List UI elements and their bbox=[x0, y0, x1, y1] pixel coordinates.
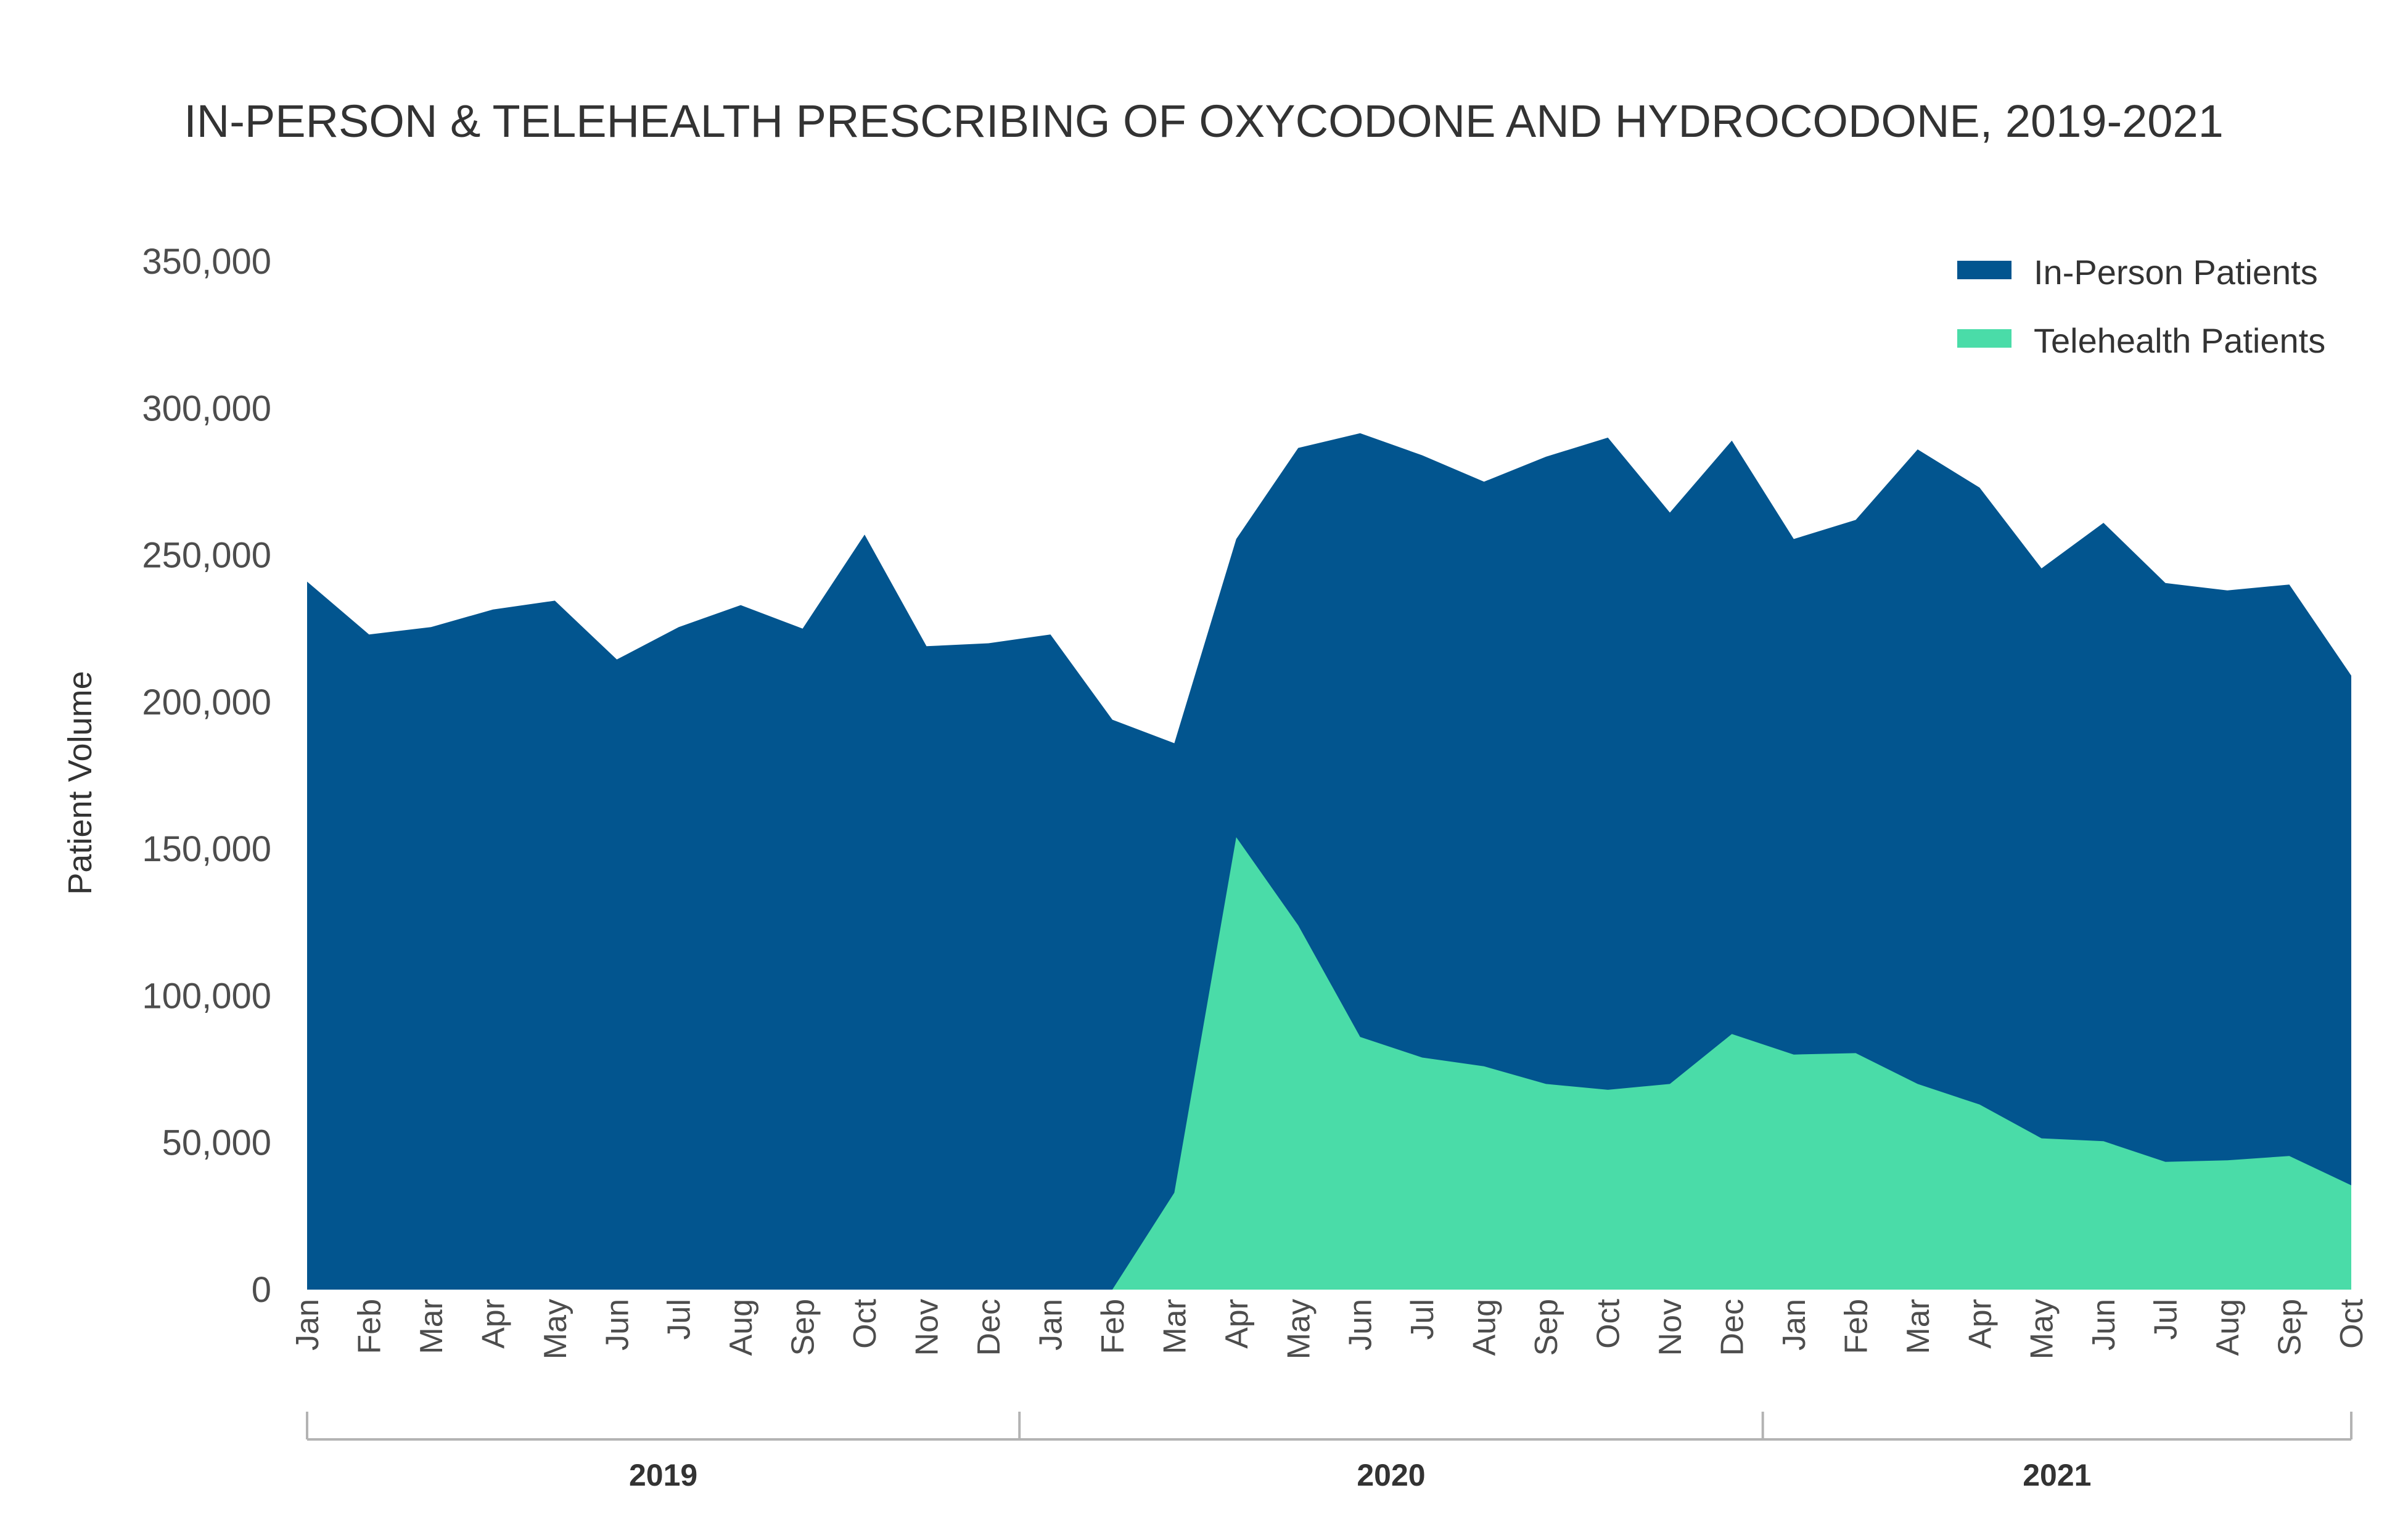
legend-swatch-in-person bbox=[1957, 261, 2011, 279]
legend-label-in-person: In-Person Patients bbox=[2034, 253, 2318, 292]
year-label-2020: 2020 bbox=[1357, 1458, 1425, 1492]
x-tick-label: May bbox=[1281, 1299, 1317, 1359]
x-tick-label: Jun bbox=[1343, 1299, 1379, 1351]
x-tick-label: Mar bbox=[1901, 1299, 1936, 1354]
x-tick-label: Nov bbox=[1653, 1299, 1688, 1356]
x-tick-label: Apr bbox=[1962, 1299, 1998, 1349]
x-tick-label: Mar bbox=[414, 1299, 450, 1354]
y-tick-label: 300,000 bbox=[142, 388, 271, 428]
x-tick-label: Dec bbox=[971, 1299, 1007, 1356]
x-tick-label: Apr bbox=[1219, 1299, 1255, 1349]
y-tick-label: 0 bbox=[252, 1270, 271, 1310]
y-tick-label: 150,000 bbox=[142, 829, 271, 869]
y-tick-label: 350,000 bbox=[142, 242, 271, 282]
y-tick-label: 100,000 bbox=[142, 976, 271, 1016]
x-tick-label: Aug bbox=[723, 1299, 759, 1356]
x-tick-label: Oct bbox=[847, 1298, 883, 1348]
x-axis: Jan Feb Mar Apr May Jun Jul Aug Sep Oct Nov Dec Jan F… bbox=[290, 1298, 2370, 1359]
x-tick-label: Feb bbox=[1838, 1299, 1874, 1354]
x-tick-label: Oct bbox=[1591, 1298, 1627, 1348]
x-tick-label: Sep bbox=[1529, 1299, 1564, 1356]
x-tick-label: Apr bbox=[475, 1299, 511, 1349]
x-tick-label: Jan bbox=[290, 1299, 326, 1351]
x-tick-label: Feb bbox=[1095, 1299, 1131, 1354]
x-tick-label: Feb bbox=[352, 1299, 388, 1354]
x-tick-label: Jan bbox=[1777, 1299, 1812, 1351]
year-label-2019: 2019 bbox=[629, 1458, 697, 1492]
x-tick-label: Jun bbox=[2086, 1299, 2122, 1351]
x-tick-label: Aug bbox=[2210, 1299, 2246, 1356]
x-tick-label: Jul bbox=[2148, 1299, 2184, 1340]
x-tick-label: Jan bbox=[1033, 1299, 1069, 1351]
x-tick-label: Jul bbox=[1405, 1299, 1440, 1340]
x-tick-label: Sep bbox=[786, 1299, 821, 1356]
plot-area bbox=[307, 433, 2351, 1290]
x-tick-label: Dec bbox=[1715, 1299, 1751, 1356]
legend: In-Person Patients Telehealth Patients bbox=[1957, 253, 2325, 360]
y-axis-label: Patient Volume bbox=[62, 671, 99, 894]
x-tick-label: Sep bbox=[2272, 1299, 2308, 1356]
series-area-telehealth-patients bbox=[307, 837, 2351, 1290]
legend-swatch-telehealth bbox=[1957, 329, 2011, 348]
legend-label-telehealth: Telehealth Patients bbox=[2034, 321, 2325, 360]
x-tick-label: Aug bbox=[1467, 1299, 1503, 1356]
y-tick-label: 50,000 bbox=[162, 1123, 271, 1163]
year-groups: 2019 2020 2021 bbox=[306, 1412, 2353, 1492]
y-tick-label: 250,000 bbox=[142, 536, 271, 576]
x-tick-label: Jun bbox=[599, 1299, 635, 1351]
x-tick-label: May bbox=[538, 1299, 573, 1359]
x-tick-label: May bbox=[2024, 1299, 2060, 1359]
chart-title: IN-PERSON & TELEHEALTH PRESCRIBING OF OX… bbox=[184, 96, 2224, 147]
x-tick-label: Jul bbox=[662, 1299, 697, 1340]
y-tick-label: 200,000 bbox=[142, 682, 271, 722]
x-tick-label: Nov bbox=[910, 1299, 945, 1356]
x-tick-label: Mar bbox=[1157, 1299, 1193, 1354]
x-tick-label: Oct bbox=[2334, 1298, 2370, 1348]
year-label-2021: 2021 bbox=[2023, 1458, 2091, 1492]
y-axis: 0 50,000 100,000 150,000 200,000 250,000 300,0… bbox=[142, 242, 271, 1310]
